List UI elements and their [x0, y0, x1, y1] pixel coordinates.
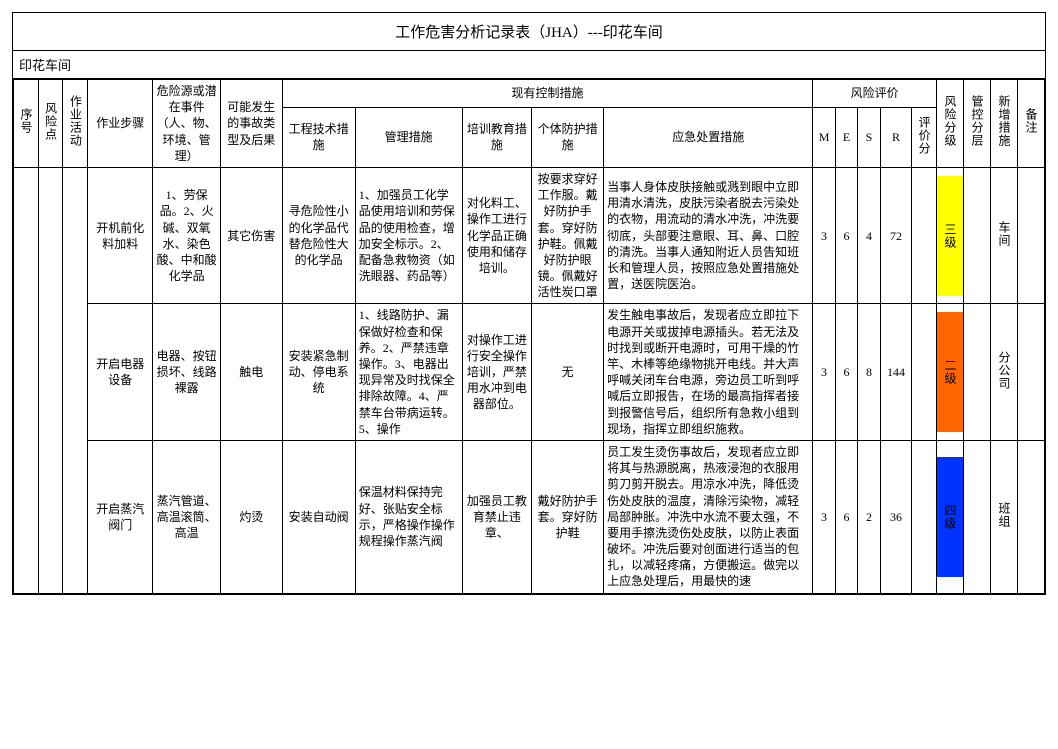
cell-hazard: 蒸汽管道、高温滚筒、高温	[153, 440, 220, 593]
cell-seq	[14, 167, 39, 593]
cell-score	[912, 440, 937, 593]
cell-remark	[1017, 304, 1044, 441]
col-M: M	[813, 107, 835, 167]
col-emergency: 应急处置措施	[604, 107, 813, 167]
col-R: R	[880, 107, 911, 167]
col-risk-eval-group: 风险评价	[813, 80, 937, 108]
cell-R: 36	[880, 440, 911, 593]
col-mgmt: 管理措施	[355, 107, 462, 167]
col-riskpoint: 风险点	[38, 80, 63, 168]
cell-new-measures: 车间	[990, 167, 1017, 304]
cell-control-layer	[963, 304, 990, 441]
cell-ppe: 无	[532, 304, 604, 441]
col-S: S	[858, 107, 880, 167]
cell-mgmt: 1、加强员工化学品使用培训和劳保品的使用检查，增加安全标示。2、配备急救物资（如…	[355, 167, 462, 304]
cell-emergency: 当事人身体皮肤接触或溅到眼中立即用清水清洗，皮肤污染者脱去污染处的衣物，用流动的…	[604, 167, 813, 304]
cell-S: 8	[858, 304, 880, 441]
cell-control-layer	[963, 167, 990, 304]
table-row: 开启电器设备电器、按钮损坏、线路裸露触电安装紧急制动、停电系统1、线路防护、漏保…	[14, 304, 1045, 441]
cell-riskpoint	[38, 167, 63, 593]
col-accident: 可能发生的事故类型及后果	[220, 80, 282, 168]
cell-ppe: 按要求穿好工作服。戴好防护手套。穿好防护鞋。佩戴好防护眼镜。佩戴好活性炭口罩	[532, 167, 604, 304]
cell-score	[912, 167, 937, 304]
workshop-name: 印花车间	[13, 51, 1045, 79]
col-hazard: 危险源或潜在事件（人、物、环境、管理）	[153, 80, 220, 168]
cell-mgmt: 1、线路防护、漏保做好检查和保养。2、严禁违章操作。3、电器出现异常及时找保全排…	[355, 304, 462, 441]
cell-remark	[1017, 167, 1044, 304]
col-train: 培训教育措施	[462, 107, 532, 167]
cell-E: 6	[835, 440, 857, 593]
col-E: E	[835, 107, 857, 167]
col-control-layer: 管控分层	[963, 80, 990, 168]
cell-control-layer	[963, 440, 990, 593]
cell-remark	[1017, 440, 1044, 593]
cell-S: 2	[858, 440, 880, 593]
cell-new-measures: 班组	[990, 440, 1017, 593]
cell-accident: 其它伤害	[220, 167, 282, 304]
col-controls-group: 现有控制措施	[282, 80, 813, 108]
cell-risk-level: 四级	[936, 440, 963, 593]
cell-mgmt: 保温材料保持完好、张贴安全标示，严格操作操作规程操作蒸汽阀	[355, 440, 462, 593]
cell-E: 6	[835, 167, 857, 304]
cell-train: 对操作工进行安全操作培训，严禁用水冲到电器部位。	[462, 304, 532, 441]
cell-accident: 触电	[220, 304, 282, 441]
cell-hazard: 电器、按钮损坏、线路裸露	[153, 304, 220, 441]
cell-eng: 安装紧急制动、停电系统	[282, 304, 355, 441]
cell-eng: 安装自动阀	[282, 440, 355, 593]
col-step: 作业步骤	[88, 80, 153, 168]
cell-M: 3	[813, 304, 835, 441]
col-ppe: 个体防护措施	[532, 107, 604, 167]
cell-ppe: 戴好防护手套。穿好防护鞋	[532, 440, 604, 593]
cell-M: 3	[813, 440, 835, 593]
table-row: 开机前化料加料1、劳保品。2、火碱、双氧水、染色酸、中和酸化学品其它伤害寻危险性…	[14, 167, 1045, 304]
cell-risk-level: 三级	[936, 167, 963, 304]
col-score: 评价分	[912, 107, 937, 167]
cell-activity	[63, 167, 88, 593]
col-eng: 工程技术措施	[282, 107, 355, 167]
cell-emergency: 员工发生烫伤事故后，发现者应立即将其与热源脱离，热液浸泡的衣服用剪刀剪开脱去。用…	[604, 440, 813, 593]
cell-accident: 灼烫	[220, 440, 282, 593]
col-new-measures: 新增措施	[990, 80, 1017, 168]
cell-step: 开启蒸汽阀门	[88, 440, 153, 593]
cell-E: 6	[835, 304, 857, 441]
cell-train: 对化料工、操作工进行化学品正确使用和储存培训。	[462, 167, 532, 304]
cell-step: 开启电器设备	[88, 304, 153, 441]
cell-M: 3	[813, 167, 835, 304]
col-remark: 备注	[1017, 80, 1044, 168]
cell-score	[912, 304, 937, 441]
cell-step: 开机前化料加料	[88, 167, 153, 304]
cell-risk-level: 二级	[936, 304, 963, 441]
cell-new-measures: 分公司	[990, 304, 1017, 441]
col-activity: 作业活动	[63, 80, 88, 168]
col-seq: 序号	[14, 80, 39, 168]
jha-table: 序号 风险点 作业活动 作业步骤 危险源或潜在事件（人、物、环境、管理） 可能发…	[13, 79, 1045, 594]
col-risk-level: 风险分级	[936, 80, 963, 168]
cell-hazard: 1、劳保品。2、火碱、双氧水、染色酸、中和酸化学品	[153, 167, 220, 304]
table-row: 开启蒸汽阀门蒸汽管道、高温滚筒、高温灼烫安装自动阀保温材料保持完好、张贴安全标示…	[14, 440, 1045, 593]
page-title: 工作危害分析记录表（JHA）---印花车间	[13, 13, 1045, 51]
cell-eng: 寻危险性小的化学品代替危险性大的化学品	[282, 167, 355, 304]
cell-R: 144	[880, 304, 911, 441]
cell-R: 72	[880, 167, 911, 304]
jha-table-container: 工作危害分析记录表（JHA）---印花车间 印花车间	[12, 12, 1046, 595]
cell-S: 4	[858, 167, 880, 304]
cell-emergency: 发生触电事故后，发现者应立即拉下电源开关或拔掉电源插头。若无法及时找到或断开电源…	[604, 304, 813, 441]
cell-train: 加强员工教育禁止违章、	[462, 440, 532, 593]
